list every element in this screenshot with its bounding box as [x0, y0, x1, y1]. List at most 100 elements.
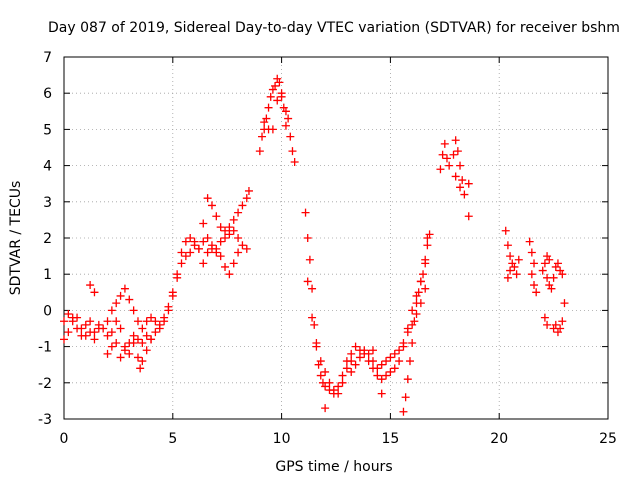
data-point-marker	[288, 147, 297, 156]
data-point-marker	[258, 132, 267, 141]
series-track-h	[501, 226, 541, 297]
data-point-marker	[64, 328, 73, 337]
data-point-marker	[368, 357, 377, 366]
data-point-marker	[421, 284, 430, 293]
data-point-marker	[321, 404, 330, 413]
data-point-marker	[560, 299, 569, 308]
data-point-marker	[138, 357, 147, 366]
data-point-marker	[203, 194, 212, 203]
data-point-marker	[305, 255, 314, 264]
data-point-marker	[103, 317, 112, 326]
data-point-marker	[512, 270, 521, 279]
axis-ticks	[63, 56, 609, 420]
data-point-marker	[264, 103, 273, 112]
data-point-marker	[558, 317, 567, 326]
data-point-marker	[351, 342, 360, 351]
data-point-marker	[316, 357, 325, 366]
data-point-marker	[527, 270, 536, 279]
data-point-marker	[129, 338, 138, 347]
data-point-marker	[194, 244, 203, 253]
data-point-marker	[451, 136, 460, 145]
data-point-marker	[412, 310, 421, 319]
data-point-marker	[199, 259, 208, 268]
data-point-marker	[532, 288, 541, 297]
data-point-marker	[266, 92, 275, 101]
data-point-marker	[501, 226, 510, 235]
data-point-marker	[120, 342, 129, 351]
data-point-marker	[545, 255, 554, 264]
data-point-marker	[464, 212, 473, 221]
data-point-marker	[549, 273, 558, 282]
data-point-marker	[334, 389, 343, 398]
data-point-marker	[438, 150, 447, 159]
data-point-marker	[234, 248, 243, 257]
data-point-marker	[86, 281, 95, 290]
data-point-marker	[347, 367, 356, 376]
data-point-marker	[138, 324, 147, 333]
data-point-marker	[203, 234, 212, 242]
data-point-marker	[342, 364, 351, 373]
data-point-marker	[347, 357, 356, 366]
y-tick-label: 0	[43, 303, 52, 319]
series-track-g	[436, 136, 473, 221]
data-point-marker	[255, 147, 264, 156]
data-point-marker	[464, 179, 473, 188]
data-point-marker	[377, 389, 386, 398]
data-point-marker	[133, 317, 142, 326]
x-tick-label: 0	[60, 431, 69, 447]
data-point-marker	[401, 393, 410, 402]
data-point-marker	[410, 317, 419, 326]
data-point-marker	[440, 139, 449, 148]
data-point-marker	[81, 320, 90, 329]
data-point-marker	[355, 353, 364, 362]
data-point-marker	[68, 313, 77, 322]
data-point-marker	[377, 375, 386, 384]
y-tick-label: -3	[38, 412, 52, 428]
data-point-marker	[308, 313, 317, 322]
data-point-marker	[436, 165, 445, 174]
data-point-marker	[347, 349, 356, 358]
data-point-marker	[290, 157, 299, 166]
data-point-marker	[399, 338, 408, 347]
data-point-marker	[212, 244, 221, 253]
data-point-marker	[212, 212, 221, 221]
data-point-marker	[103, 349, 112, 358]
series-track-e	[301, 208, 432, 398]
data-point-marker	[138, 338, 147, 347]
data-point-marker	[151, 317, 160, 326]
data-point-marker	[242, 244, 251, 253]
data-point-marker	[199, 219, 208, 228]
data-point-marker	[186, 248, 195, 257]
data-point-marker	[408, 338, 417, 347]
data-point-marker	[284, 114, 293, 123]
data-point-marker	[460, 190, 469, 199]
data-point-marker	[456, 183, 465, 192]
data-point-marker	[229, 259, 238, 268]
data-point-marker	[107, 306, 116, 315]
data-point-marker	[244, 186, 253, 195]
data-point-marker	[177, 248, 186, 257]
data-point-marker	[456, 161, 465, 170]
data-point-marker	[395, 346, 404, 355]
data-point-marker	[364, 349, 373, 358]
data-point-marker	[547, 284, 556, 293]
data-point-marker	[525, 237, 534, 246]
data-point-marker	[373, 364, 382, 373]
data-point-marker	[377, 360, 386, 369]
data-point-marker	[382, 357, 391, 366]
data-point-marker	[386, 353, 395, 362]
data-point-marker	[334, 382, 343, 391]
data-point-marker	[360, 346, 369, 355]
data-point-marker	[268, 125, 277, 134]
y-tick-label: 5	[43, 122, 52, 138]
data-point-marker	[395, 357, 404, 366]
data-point-marker	[403, 375, 412, 384]
data-point-marker	[216, 223, 225, 232]
data-point-marker	[147, 313, 156, 322]
data-point-marker	[173, 270, 182, 279]
data-point-marker	[412, 299, 421, 308]
data-point-marker	[514, 255, 523, 264]
data-point-marker	[86, 328, 95, 337]
data-point-marker	[382, 371, 391, 380]
data-point-marker	[199, 237, 208, 246]
